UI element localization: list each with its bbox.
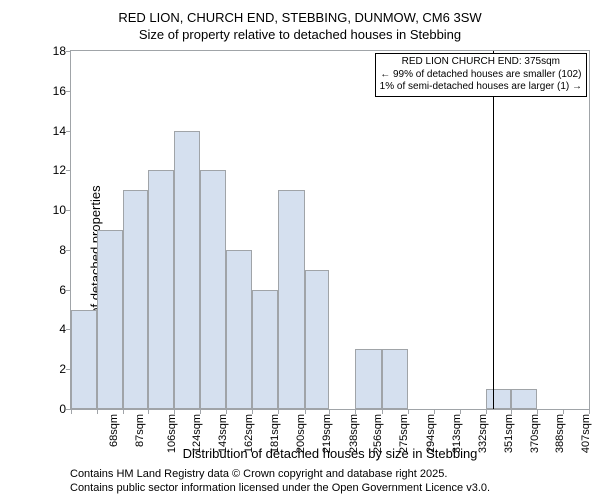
x-tick-mark — [460, 410, 461, 414]
annotation-line-3: 1% of semi-detached houses are larger (1… — [380, 81, 582, 94]
histogram-bar — [305, 270, 330, 409]
histogram-bar — [71, 310, 97, 409]
footer-line-1: Contains HM Land Registry data © Crown c… — [70, 468, 590, 480]
x-tick-mark — [355, 410, 356, 414]
y-tick-label: 4 — [59, 322, 66, 336]
x-tick-mark — [200, 410, 201, 414]
x-tick-mark — [278, 410, 279, 414]
histogram-bar — [486, 389, 511, 409]
x-tick-mark — [71, 410, 72, 414]
histogram-bar — [252, 290, 278, 409]
x-tick-mark — [537, 410, 538, 414]
x-tick-mark — [329, 410, 330, 414]
x-tick-mark — [226, 410, 227, 414]
footer-line-2: Contains public sector information licen… — [70, 482, 590, 494]
reference-line — [493, 51, 494, 409]
x-tick-mark — [252, 410, 253, 414]
histogram-bar — [511, 389, 537, 409]
annotation-box: RED LION CHURCH END: 375sqm← 99% of deta… — [375, 53, 587, 97]
x-tick-mark — [563, 410, 564, 414]
plot-area: RED LION CHURCH END: 375sqm← 99% of deta… — [70, 50, 590, 410]
plot-inner: RED LION CHURCH END: 375sqm← 99% of deta… — [71, 51, 589, 409]
y-tick-label: 12 — [53, 163, 66, 177]
histogram-bar — [226, 250, 252, 409]
histogram-bar — [97, 230, 123, 409]
y-tick-label: 10 — [53, 203, 66, 217]
y-tick-label: 8 — [59, 243, 66, 257]
x-axis-label: Distribution of detached houses by size … — [70, 446, 590, 461]
y-tick-label: 2 — [59, 362, 66, 376]
x-tick-mark — [305, 410, 306, 414]
x-tick-mark — [123, 410, 124, 414]
title-line-2: Size of property relative to detached ho… — [0, 27, 600, 42]
title-block: RED LION, CHURCH END, STEBBING, DUNMOW, … — [0, 10, 600, 42]
x-tick-mark — [408, 410, 409, 414]
chart-container: RED LION, CHURCH END, STEBBING, DUNMOW, … — [0, 0, 600, 500]
histogram-bar — [278, 190, 304, 409]
histogram-bar — [148, 170, 174, 409]
annotation-line-2: ← 99% of detached houses are smaller (10… — [380, 69, 582, 82]
x-tick-label: 68sqm — [108, 414, 120, 447]
histogram-bar — [382, 349, 408, 409]
annotation-line-1: RED LION CHURCH END: 375sqm — [380, 56, 582, 69]
x-tick-mark — [589, 410, 590, 414]
x-tick-mark — [174, 410, 175, 414]
x-tick-mark — [382, 410, 383, 414]
x-tick-mark — [434, 410, 435, 414]
y-tick-label: 6 — [59, 283, 66, 297]
y-tick-label: 0 — [59, 402, 66, 416]
histogram-bar — [200, 170, 226, 409]
title-line-1: RED LION, CHURCH END, STEBBING, DUNMOW, … — [0, 10, 600, 25]
y-tick-label: 16 — [53, 84, 66, 98]
x-tick-mark — [511, 410, 512, 414]
x-tick-label: 87sqm — [134, 414, 146, 447]
y-tick-label: 14 — [53, 124, 66, 138]
y-tick-label: 18 — [53, 44, 66, 58]
histogram-bar — [355, 349, 381, 409]
histogram-bar — [123, 190, 148, 409]
histogram-bar — [174, 131, 200, 409]
x-tick-mark — [148, 410, 149, 414]
x-tick-mark — [486, 410, 487, 414]
x-tick-mark — [97, 410, 98, 414]
